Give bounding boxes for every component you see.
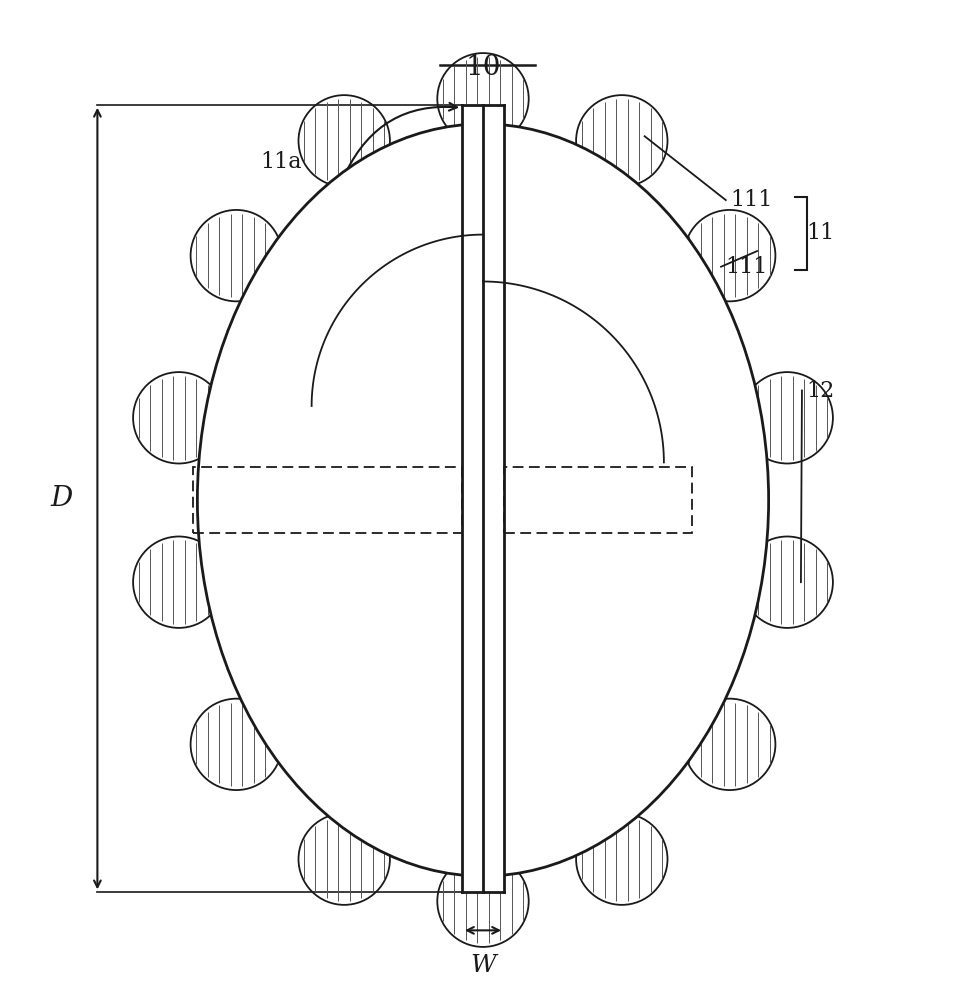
Text: 11a: 11a [261, 151, 302, 173]
Circle shape [298, 813, 390, 905]
Bar [504, 467, 693, 533]
Text: D: D [50, 485, 72, 512]
Circle shape [576, 95, 668, 187]
Circle shape [298, 95, 390, 187]
Ellipse shape [197, 124, 769, 876]
Text: 111: 111 [725, 256, 768, 278]
Circle shape [576, 813, 668, 905]
Circle shape [742, 536, 833, 628]
Circle shape [133, 372, 224, 464]
Circle shape [133, 536, 224, 628]
Circle shape [438, 856, 528, 947]
Circle shape [684, 699, 776, 790]
Text: W: W [470, 954, 496, 977]
Circle shape [190, 699, 282, 790]
Circle shape [190, 210, 282, 301]
Bar [192, 467, 462, 533]
Circle shape [684, 210, 776, 301]
Text: 12: 12 [807, 380, 835, 402]
Circle shape [742, 372, 833, 464]
Text: 11: 11 [807, 222, 835, 244]
Text: 10: 10 [466, 54, 500, 81]
Text: 111: 111 [730, 189, 773, 211]
Circle shape [438, 53, 528, 144]
